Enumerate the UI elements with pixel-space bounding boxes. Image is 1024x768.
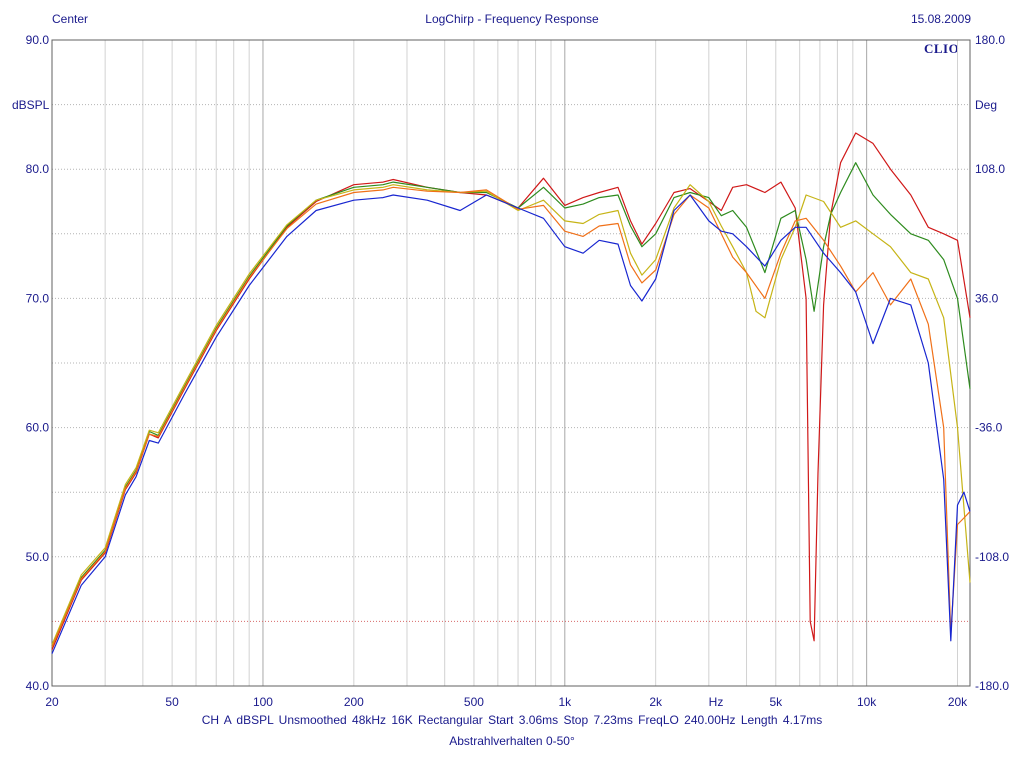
measurement-settings: CH A dBSPL Unsmoothed 48kHz 16K Rectangu… bbox=[201, 713, 823, 727]
plot-frame bbox=[51, 39, 971, 687]
x-tick-label: 10k bbox=[857, 695, 877, 709]
y2-tick-label: 36.0 bbox=[975, 291, 999, 305]
response-curve-5 bbox=[51, 194, 971, 654]
response-curve-3 bbox=[51, 184, 971, 645]
measurement-note: Abstrahlverhalten 0-50° bbox=[449, 734, 575, 748]
y-tick-label: 80.0 bbox=[26, 162, 50, 176]
x-tick-label: 5k bbox=[769, 695, 783, 709]
header-left-label: Center bbox=[52, 12, 89, 26]
y-tick-label: 50.0 bbox=[26, 550, 50, 564]
x-axis-unit: Hz bbox=[709, 695, 724, 709]
x-tick-label: 100 bbox=[253, 695, 273, 709]
y-tick-label: 40.0 bbox=[26, 679, 50, 693]
x-tick-label: 50 bbox=[165, 695, 179, 709]
response-curve-2 bbox=[51, 162, 971, 648]
y-axis-unit-right: Deg bbox=[975, 98, 998, 112]
x-tick-label: 20k bbox=[948, 695, 968, 709]
y-tick-label: 90.0 bbox=[26, 33, 50, 47]
measurement-date: 15.08.2009 bbox=[910, 12, 971, 26]
plot-grid bbox=[52, 40, 970, 686]
y-tick-label: 60.0 bbox=[26, 421, 50, 435]
y2-tick-label: 108.0 bbox=[975, 162, 1005, 176]
x-tick-label: 1k bbox=[558, 695, 572, 709]
y2-tick-label: -36.0 bbox=[975, 421, 1003, 435]
y2-tick-label: 180.0 bbox=[975, 33, 1005, 47]
chart-title: LogChirp - Frequency Response bbox=[425, 12, 599, 26]
y2-tick-label: -108.0 bbox=[975, 550, 1009, 564]
response-curves bbox=[51, 132, 971, 654]
x-tick-label: 200 bbox=[344, 695, 364, 709]
y2-tick-label: -180.0 bbox=[975, 679, 1009, 693]
y-axis-unit-left: dBSPL bbox=[12, 98, 50, 112]
x-tick-label: 500 bbox=[464, 695, 484, 709]
x-tick-label: 2k bbox=[649, 695, 663, 709]
y-tick-label: 70.0 bbox=[26, 291, 50, 305]
clio-brand-logo: CLIO bbox=[924, 41, 960, 56]
response-curve-1 bbox=[51, 132, 971, 651]
axis-ticks: 20 50 100 200 500 1k 2k 5k 10k 20k Hz 90.0 80.0 70.0 6… bbox=[26, 33, 1010, 709]
response-curve-4 bbox=[51, 186, 971, 648]
x-tick-label: 20 bbox=[45, 695, 59, 709]
